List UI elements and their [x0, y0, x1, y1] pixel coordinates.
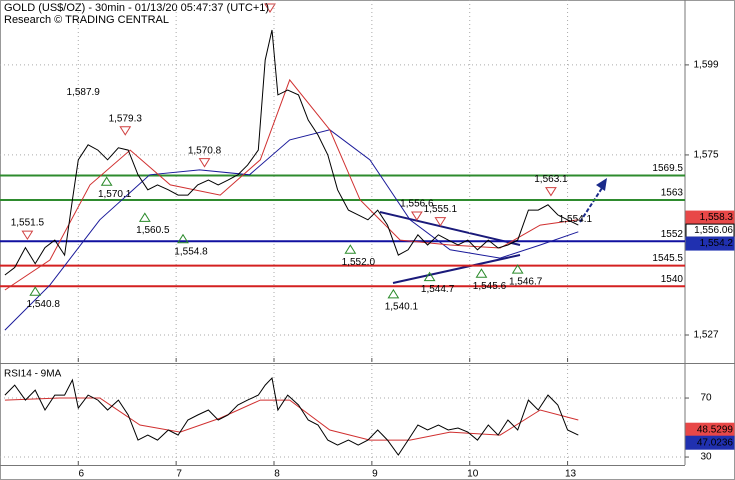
- series-line: [4, 129, 579, 331]
- x-tick-label: 10: [467, 469, 479, 480]
- y-tick-label: 1,527: [693, 330, 718, 341]
- low-marker: [100, 176, 113, 186]
- series-line: [4, 376, 579, 456]
- chart-subtitle: Research © TRADING CENTRAL: [4, 14, 169, 26]
- current-box: [685, 236, 735, 251]
- high-marker: [264, 3, 276, 13]
- series-line: [4, 78, 579, 291]
- high-marker: [434, 217, 447, 227]
- level-label: 1540: [661, 274, 684, 285]
- y-tick-label: 1,599: [693, 60, 718, 71]
- x-tick-label: 7: [176, 469, 182, 480]
- high-label: 1,551.5: [11, 218, 45, 229]
- low-label: 1,545.6: [473, 281, 507, 292]
- high-marker: [198, 158, 211, 168]
- low-marker: [387, 288, 400, 299]
- price-label: 1,587.9: [66, 87, 100, 98]
- low-label: 1,546.7: [509, 277, 543, 288]
- low-marker: [475, 268, 488, 278]
- low-label: 1,540.8: [27, 299, 61, 310]
- chart-title: GOLD (US$/OZ) - 30min - 01/13/20 05:47:3…: [4, 2, 269, 14]
- low-label: 1,552.0: [342, 257, 376, 268]
- low-marker: [29, 286, 42, 296]
- y-tick-label: 70: [700, 393, 712, 404]
- x-tick-label: 13: [565, 469, 577, 480]
- forecast-arrowhead: [596, 178, 607, 191]
- low-label: 1,540.1: [385, 301, 419, 312]
- series-line: [4, 29, 579, 276]
- current-label: 1,558.3: [700, 212, 734, 223]
- low-label: 1,544.7: [421, 284, 455, 295]
- x-tick-label: 8: [274, 469, 280, 480]
- trend-line: [392, 254, 521, 284]
- low-marker: [138, 212, 151, 222]
- high-label: 1,579.3: [109, 113, 143, 124]
- low-label: 1,570.1: [98, 189, 132, 200]
- level-label: 1552: [661, 229, 684, 240]
- current-label: 1,554.2: [700, 238, 734, 249]
- panel-title: RSI14 - 9MA: [4, 369, 62, 380]
- price-label: 1,554.1: [559, 214, 593, 225]
- low-marker: [511, 264, 524, 274]
- high-label: 1,555.1: [424, 204, 458, 215]
- current-label: 47.0236: [697, 437, 734, 448]
- low-marker: [177, 233, 189, 244]
- y-tick-label: 1,575: [693, 150, 718, 161]
- high-label: 1,563.1: [534, 174, 568, 185]
- current-box: [685, 435, 735, 450]
- level-label: 1545.5: [652, 253, 683, 264]
- low-marker: [423, 271, 436, 282]
- x-tick-label: 9: [372, 469, 378, 480]
- x-tick-label: 6: [79, 469, 85, 480]
- low-label: 1,554.8: [174, 246, 208, 257]
- low-marker: [344, 244, 357, 254]
- high-marker: [545, 187, 557, 197]
- forecast-arrow: [579, 187, 603, 223]
- series-line: [4, 397, 579, 441]
- high-marker: [119, 126, 132, 136]
- level-label: 1569.5: [652, 163, 683, 174]
- low-label: 1,560.5: [136, 225, 170, 236]
- high-label: 1,556.6: [400, 199, 434, 210]
- high-marker: [410, 211, 423, 221]
- trend-line: [379, 211, 521, 246]
- current-label: 1,556.06: [694, 225, 733, 236]
- y-tick-label: 30: [700, 452, 712, 463]
- high-label: 1,570.8: [188, 145, 222, 156]
- current-label: 48.5299: [697, 424, 734, 435]
- high-marker: [21, 230, 34, 241]
- level-label: 1563: [661, 188, 684, 199]
